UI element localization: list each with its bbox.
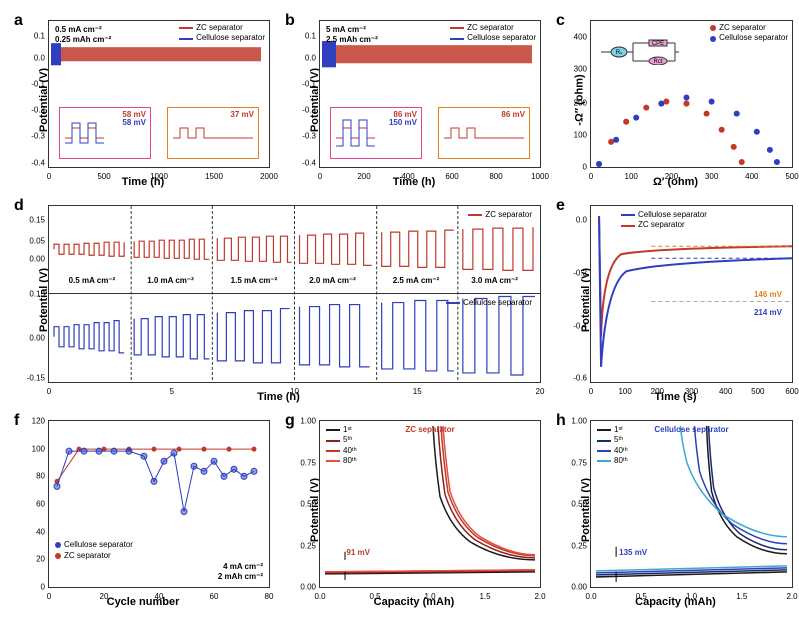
panel-h-legend: 1ˢᵗ 5ᵗʰ 40ᵗʰ 80ᵗʰ (597, 425, 628, 467)
panel-a-inset-right: 37 mV (167, 107, 259, 159)
panel-d-label: d (14, 197, 24, 215)
panel-h-plot: Cellulose separator 1ˢᵗ 5ᵗʰ 40ᵗʰ 80ᵗʰ 13… (590, 420, 793, 588)
panel-e-legend: Cellulose separator ZC separator (621, 210, 707, 231)
panel-b: b Potential (V) Time (h) 5 mA cm⁻² 2.5 m… (281, 10, 547, 190)
circuit-diagram: Rₛ CPE Rct (599, 39, 679, 67)
panel-b-inset-left: 86 mV 150 mV (330, 107, 422, 159)
panel-a-cond2: 0.25 mAh cm⁻² (55, 35, 111, 44)
panel-a-legend: ZC separator Cellulose separator (179, 23, 265, 44)
panel-e-label: e (556, 197, 565, 215)
panel-c: c -Ω″ (ohm) Ω′ (ohm) ZC separator Cellul… (552, 10, 799, 190)
panel-f-label: f (14, 412, 19, 430)
panel-g: g Potential (V) Capacity (mAh) ZC separa… (281, 410, 547, 610)
svg-text:CPE: CPE (652, 41, 664, 47)
panel-c-legend: ZC separator Cellulose separator (710, 23, 788, 44)
panel-g-legend: 1ˢᵗ 5ᵗʰ 40ᵗʰ 80ᵗʰ (326, 425, 357, 467)
panel-f-xlabel: Cycle number (107, 596, 180, 608)
panel-f-legend: Cellulose separator ZC separator (55, 540, 133, 561)
panel-c-label: c (556, 12, 565, 30)
svg-text:Rₛ: Rₛ (616, 50, 623, 56)
panel-h: h Potential (V) Capacity (mAh) Cellulose… (552, 410, 799, 610)
panel-c-plot: ZC separator Cellulose separator Rₛ CPE (590, 20, 793, 168)
panel-d: d Potential (V) Time (h) (10, 195, 547, 405)
panel-a-plot: 0.5 mA cm⁻² 0.25 mAh cm⁻² ZC separator C… (48, 20, 270, 168)
panel-a-cond1: 0.5 mA cm⁻² (55, 25, 102, 34)
panel-b-plot: 5 mA cm⁻² 2.5 mAh cm⁻² ZC separator Cell… (319, 20, 541, 168)
panel-b-inset-right: 86 mV (438, 107, 530, 159)
panel-a-inset-left: 58 mV 58 mV (59, 107, 151, 159)
figure-grid: a Potential (V) Time (h) 0.5 mA cm⁻² 0.2… (10, 10, 799, 610)
panel-g-label: g (285, 412, 295, 430)
panel-g-plot: ZC separator 1ˢᵗ 5ᵗʰ 40ᵗʰ 80ᵗʰ 91 mV 1 (319, 420, 541, 588)
panel-d-plot: ZC separator Cellulose separator 0.5 mA … (48, 205, 541, 383)
panel-e: e Potential (V) Time (s) Cellulose separ… (552, 195, 799, 405)
panel-a: a Potential (V) Time (h) 0.5 mA cm⁻² 0.2… (10, 10, 276, 190)
panel-h-xlabel: Capacity (mAh) (635, 596, 716, 608)
panel-a-label: a (14, 12, 23, 30)
panel-f-plot: Cellulose separator ZC separator 4 mA cm… (48, 420, 270, 588)
panel-g-xlabel: Capacity (mAh) (374, 596, 455, 608)
panel-f: f Coulombic efficiency (%) Cycle number … (10, 410, 276, 610)
panel-h-label: h (556, 412, 566, 430)
panel-b-legend: ZC separator Cellulose separator (450, 23, 536, 44)
panel-e-plot: Cellulose separator ZC separator 146 mV … (590, 205, 793, 383)
svg-text:Rct: Rct (654, 59, 663, 65)
panel-b-label: b (285, 12, 295, 30)
